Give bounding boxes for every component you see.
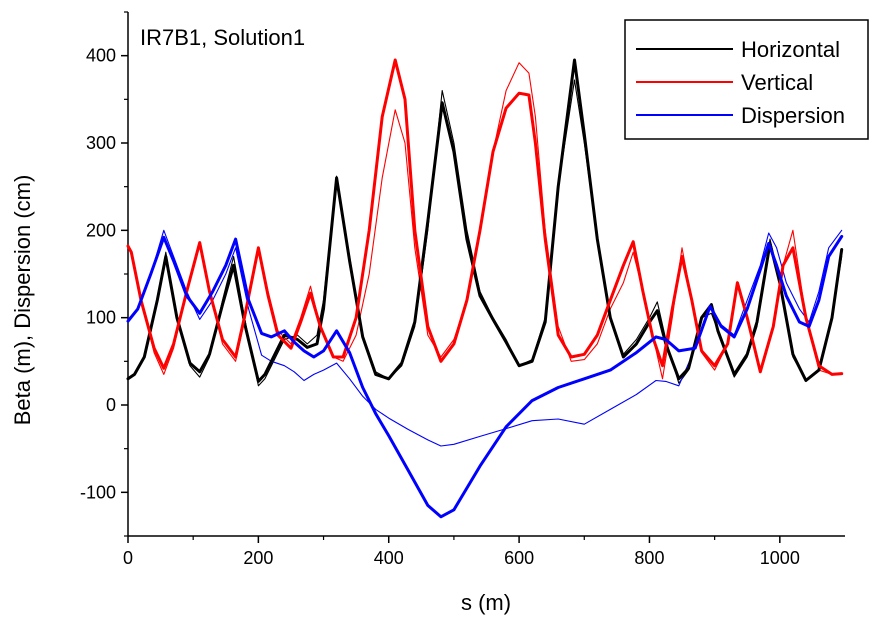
series-line-dispersion-thin	[127, 229, 843, 447]
series-line-dispersion-thick	[126, 234, 844, 519]
x-tick-label: 0	[123, 548, 133, 568]
legend-box	[624, 19, 869, 140]
y-axis-label: Beta (m), Dispersion (cm)	[10, 175, 35, 426]
y-tick-label: 0	[106, 395, 116, 415]
legend-label-horizontal: Horizontal	[741, 37, 840, 62]
series-layer	[126, 58, 844, 519]
y-tick-label: 400	[86, 46, 116, 66]
series-line-vertical-thick	[126, 58, 844, 376]
y-tick-label: 300	[86, 133, 116, 153]
y-tick-label: -100	[80, 482, 116, 502]
x-tick-label: 400	[374, 548, 404, 568]
legend-label-dispersion: Dispersion	[741, 103, 845, 128]
x-tick-label: 1000	[760, 548, 800, 568]
x-axis-label: s (m)	[461, 590, 511, 615]
x-tick-label: 800	[634, 548, 664, 568]
chart-title: IR7B1, Solution1	[140, 25, 305, 50]
axes: 0 200 400 600 800 1000 -100 0 100 200 300 400	[80, 11, 845, 568]
legend: Horizontal Vertical Dispersion	[624, 19, 869, 140]
x-tick-label: 600	[504, 548, 534, 568]
x-tick-label: 200	[243, 548, 273, 568]
legend-label-vertical: Vertical	[741, 70, 813, 95]
y-tick-label: 100	[86, 308, 116, 328]
y-tick-label: 200	[86, 220, 116, 240]
